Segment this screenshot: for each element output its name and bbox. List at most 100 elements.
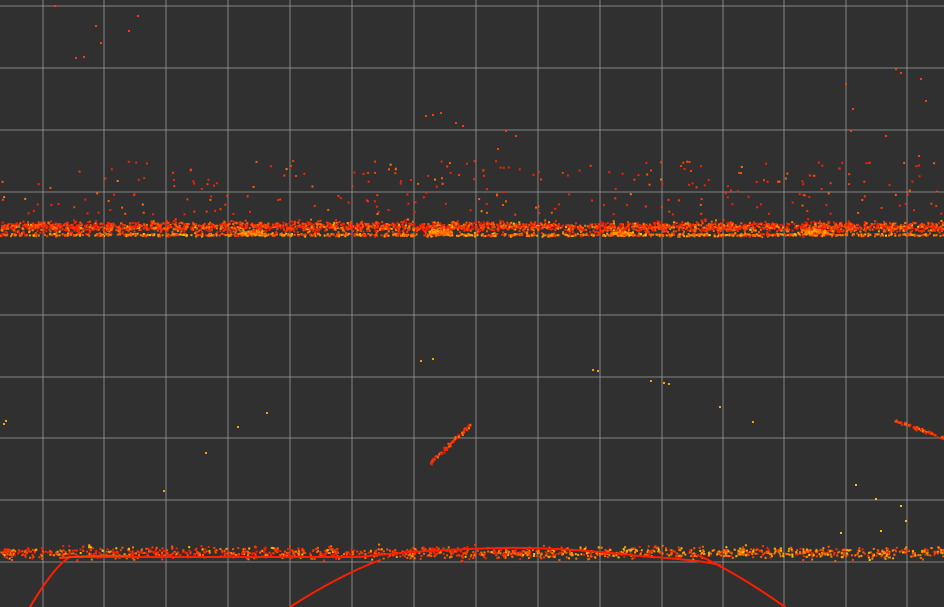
lidar-point [589,164,592,167]
lidar-point [163,554,166,557]
lidar-point [722,233,725,236]
lidar-point [385,225,388,228]
lidar-point [522,229,525,232]
lidar-point [799,231,802,234]
lidar-point [927,431,930,434]
lidar-point [829,225,832,228]
lidar-point [694,225,697,228]
lidar-point [827,192,830,195]
lidar-point [82,549,85,552]
lidar-point [409,224,412,226]
lidar-point [637,226,640,229]
lidar-point [365,224,368,227]
lidar-point [142,211,145,214]
lidar-point [364,235,367,237]
lidar-point [907,232,910,235]
lidar-point [613,225,616,228]
lidar-point [705,230,707,233]
lidar-point [612,220,615,223]
lidar-point [465,224,468,227]
lidar-point [266,412,268,414]
lidar-point [503,555,505,558]
lidar-point [267,223,270,226]
lidar-point [604,225,607,228]
lidar-point [845,222,847,225]
lidar-point [428,227,430,230]
lidar-point [804,550,807,552]
lidar-point [394,227,397,230]
lidar-point [441,452,444,455]
lidar-point [454,436,457,439]
lidar-point [551,228,554,230]
lidar-point [350,226,353,229]
lidar-point [663,382,665,384]
lidar-point [457,228,460,231]
lidar-point [759,233,762,236]
lidar-point [416,226,419,229]
lidar-point [633,547,636,550]
lidar-point [401,225,404,228]
lidar-point [703,229,706,232]
lidar-point [599,230,602,233]
lidar-point [771,222,774,225]
lidar-point [29,556,31,559]
lidar-point [557,224,560,227]
lidar-point [292,223,295,226]
lidar-point [110,228,112,231]
lidar-point [551,223,554,226]
lidar-point [394,172,397,175]
lidar-point [316,228,319,231]
lidar-point [246,225,249,227]
lidar-point [900,72,902,74]
lidar-point [768,212,770,215]
lidar-point [612,213,615,216]
lidar-point [354,227,357,230]
lidar-point [772,223,775,226]
lidar-point [219,229,222,232]
lidar-point [318,554,321,557]
lidar-point [717,231,720,234]
lidar-point [747,195,750,198]
lidar-point [257,233,260,236]
lidar-point [52,233,55,236]
lidar-point [174,223,177,226]
lidar-point [551,233,554,236]
lidar-point [130,553,133,556]
lidar-point [603,226,606,229]
lidar-point [879,234,882,237]
lidar-point [133,193,136,196]
lidar-point [282,225,285,228]
lidar-point [184,222,187,225]
lidar-point [73,549,76,552]
lidar-point [933,228,936,231]
lidar-point [56,225,59,227]
lidar-point [169,224,172,226]
lidar-point [161,228,164,231]
lidar-point [445,447,448,450]
lidar-point [682,551,685,554]
lidar-point [428,547,431,550]
lidar-point [667,198,670,201]
lidar-point [572,234,575,237]
lidar-point [433,551,436,554]
lidar-point [741,546,744,549]
lidar-point [921,224,924,227]
lidar-point [890,234,893,236]
lidar-point [178,222,181,225]
lidar-point [726,234,728,236]
lidar-point [840,221,843,224]
lidar-point [713,233,716,236]
lidar-point [700,230,703,233]
lidar-point [346,233,349,236]
lidar-point [743,228,746,231]
lidar-point [532,232,535,235]
lidar-point [813,220,816,223]
lidar-point [277,226,279,229]
lidar-point [652,233,655,236]
lidar-point [127,228,130,231]
lidar-point [156,229,159,232]
lidar-point [264,223,267,226]
lidar-point [92,225,95,228]
